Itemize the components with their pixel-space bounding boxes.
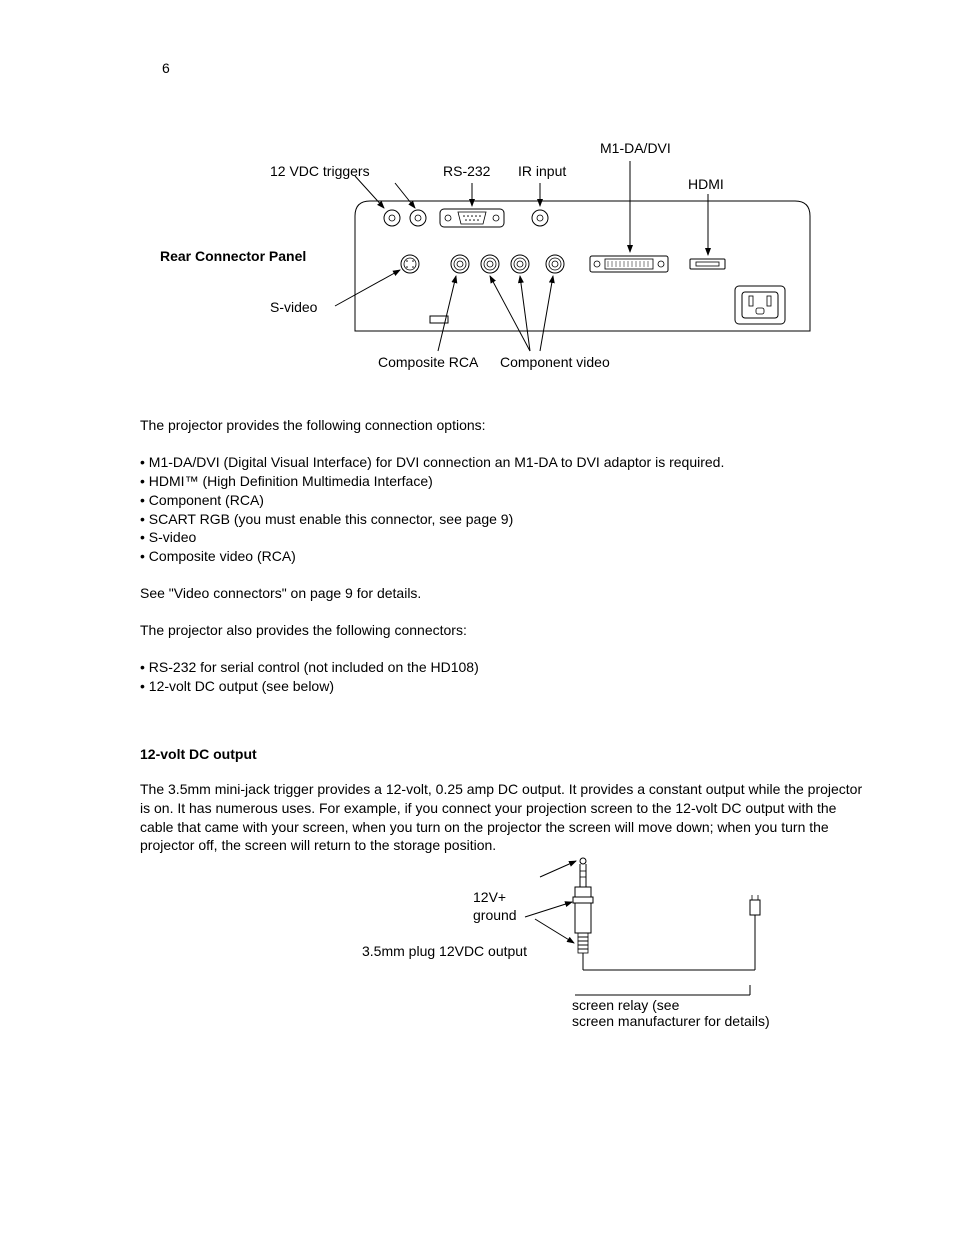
label-screen-relay-2: screen manufacturer for details) <box>572 1013 770 1029</box>
dc-output-heading: 12-volt DC output <box>140 746 864 762</box>
bullet-item: • HDMI™ (High Definition Multimedia Inte… <box>140 472 864 491</box>
label-screen-relay-1: screen relay (see <box>572 997 679 1013</box>
bullet-item: • Component (RCA) <box>140 491 864 510</box>
label-svideo: S-video <box>270 299 317 315</box>
dc-output-body: The 3.5mm mini-jack trigger provides a 1… <box>140 780 864 856</box>
bullet-item: • SCART RGB (you must enable this connec… <box>140 510 864 529</box>
additional-connectors-list: • RS-232 for serial control (not include… <box>140 658 864 696</box>
rear-connector-diagram: 12 VDC triggers RS-232 IR input M1-DA/DV… <box>160 136 840 386</box>
intro-text: The projector provides the following con… <box>140 416 864 435</box>
label-rs232: RS-232 <box>443 163 490 179</box>
label-ir-input: IR input <box>518 163 566 179</box>
label-plug: 3.5mm plug 12VDC output <box>362 943 527 959</box>
label-12v-plus: 12V+ <box>473 889 506 905</box>
bullet-item: • M1-DA/DVI (Digital Visual Interface) f… <box>140 453 864 472</box>
plug-diagram: 12V+ ground 3.5mm plug 12VDC output scre… <box>140 855 820 1035</box>
label-component-video: Component video <box>500 354 610 370</box>
page-number: 6 <box>162 60 864 76</box>
label-m1-da-dvi: M1-DA/DVI <box>600 140 671 156</box>
label-ground: ground <box>473 907 517 923</box>
also-provides-text: The projector also provides the followin… <box>140 621 864 640</box>
rear-connector-panel-title: Rear Connector Panel <box>160 248 306 264</box>
connection-options-list: • M1-DA/DVI (Digital Visual Interface) f… <box>140 453 864 566</box>
label-hdmi: HDMI <box>688 176 724 192</box>
label-vdc-triggers: 12 VDC triggers <box>270 163 370 179</box>
bullet-item: • Composite video (RCA) <box>140 547 864 566</box>
bullet-item: • RS-232 for serial control (not include… <box>140 658 864 677</box>
bullet-item: • 12-volt DC output (see below) <box>140 677 864 696</box>
bullet-item: • S-video <box>140 528 864 547</box>
label-composite-rca: Composite RCA <box>378 354 478 370</box>
see-reference: See "Video connectors" on page 9 for det… <box>140 584 864 603</box>
